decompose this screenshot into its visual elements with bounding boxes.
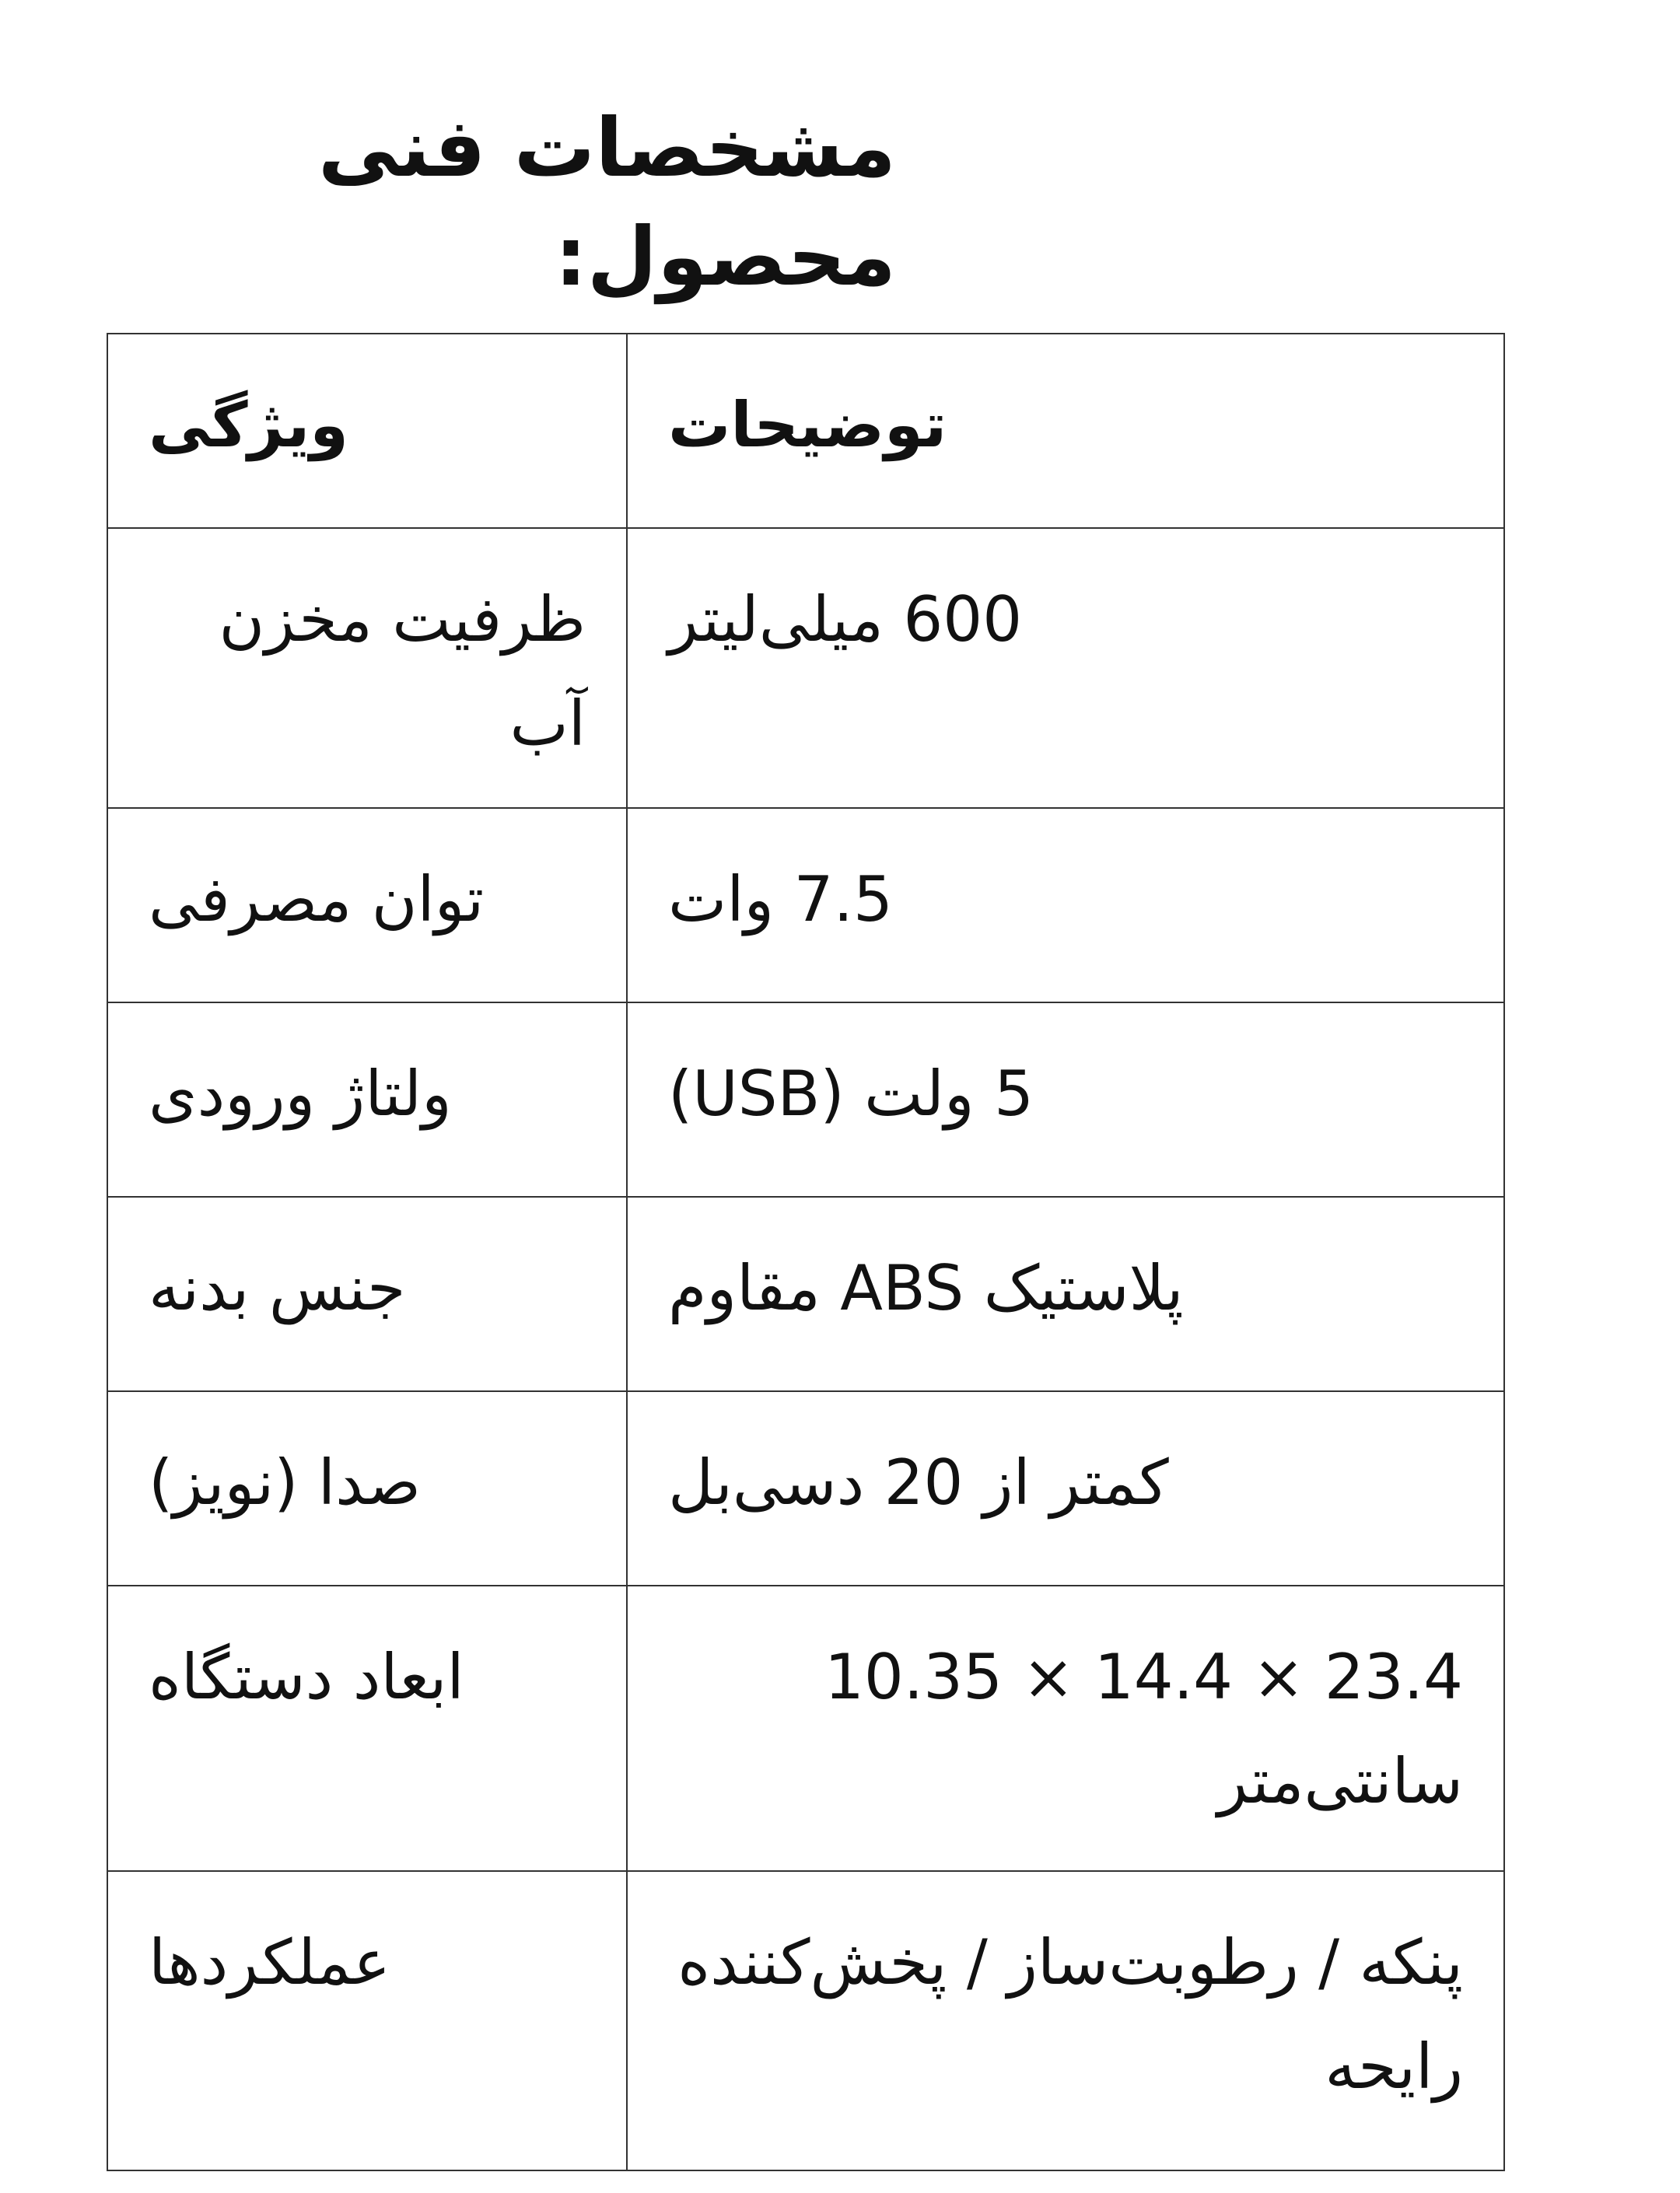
feature-cell: توان مصرفی — [107, 807, 628, 1003]
feature-text: ابعاد دستگاه — [149, 1641, 464, 1713]
feature-cell: جنس بدنه — [107, 1196, 628, 1392]
feature-cell: ظرفیت مخزن آب — [107, 527, 628, 809]
table-row: عملکردها پنکه / رطوبت‌ساز / پخش‌کننده را… — [107, 1870, 1505, 2171]
page-title: مشخصات فنی محصول: — [317, 100, 896, 304]
description-cell: 23.4 × 14.4 × 10.35 سانتی‌متر — [626, 1585, 1505, 1872]
feature-text: عملکردها — [149, 1926, 390, 1999]
table-header-row: ویژگی توضیحات — [107, 333, 1505, 529]
description-cell: پنکه / رطوبت‌ساز / پخش‌کننده رایحه — [626, 1870, 1505, 2171]
description-text: پلاستیک ABS مقاوم — [668, 1252, 1184, 1324]
feature-cell: عملکردها — [107, 1870, 628, 2171]
description-text: کمتر از 20 دسی‌بل — [668, 1446, 1169, 1519]
header-description: توضیحات — [626, 333, 1505, 529]
feature-text: ولتاژ ورودی — [149, 1058, 452, 1130]
table-row: صدا (نویز) کمتر از 20 دسی‌بل — [107, 1390, 1505, 1586]
description-text: 7.5 وات — [668, 863, 893, 936]
table-row: ولتاژ ورودی 5 ولت (USB) — [107, 1002, 1505, 1198]
feature-text: صدا (نویز) — [149, 1446, 421, 1519]
table-row: ابعاد دستگاه 23.4 × 14.4 × 10.35 سانتی‌م… — [107, 1585, 1505, 1872]
table-row: جنس بدنه پلاستیک ABS مقاوم — [107, 1196, 1505, 1392]
description-text: 600 میلی‌لیتر — [668, 583, 1023, 656]
feature-cell: صدا (نویز) — [107, 1390, 628, 1586]
header-description-label: توضیحات — [668, 389, 947, 461]
feature-cell: ابعاد دستگاه — [107, 1585, 628, 1872]
description-text: پنکه / رطوبت‌ساز / پخش‌کننده رایحه — [677, 1926, 1463, 2103]
spec-table: ویژگی توضیحات ظرفیت مخزن آب 600 میلی‌لیت… — [107, 333, 1505, 2171]
header-feature-label: ویژگی — [149, 389, 348, 461]
feature-text: جنس بدنه — [149, 1252, 406, 1324]
description-cell: 600 میلی‌لیتر — [626, 527, 1505, 809]
header-feature: ویژگی — [107, 333, 628, 529]
feature-text: ظرفیت مخزن آب — [219, 583, 586, 760]
description-text: 5 ولت (USB) — [668, 1058, 1034, 1130]
description-text: 23.4 × 14.4 × 10.35 سانتی‌متر — [824, 1641, 1463, 1817]
feature-cell: ولتاژ ورودی — [107, 1002, 628, 1198]
description-cell: کمتر از 20 دسی‌بل — [626, 1390, 1505, 1586]
table-row: ظرفیت مخزن آب 600 میلی‌لیتر — [107, 527, 1505, 809]
description-cell: 7.5 وات — [626, 807, 1505, 1003]
table-row: توان مصرفی 7.5 وات — [107, 807, 1505, 1003]
description-cell: 5 ولت (USB) — [626, 1002, 1505, 1198]
description-cell: پلاستیک ABS مقاوم — [626, 1196, 1505, 1392]
feature-text: توان مصرفی — [149, 863, 485, 936]
